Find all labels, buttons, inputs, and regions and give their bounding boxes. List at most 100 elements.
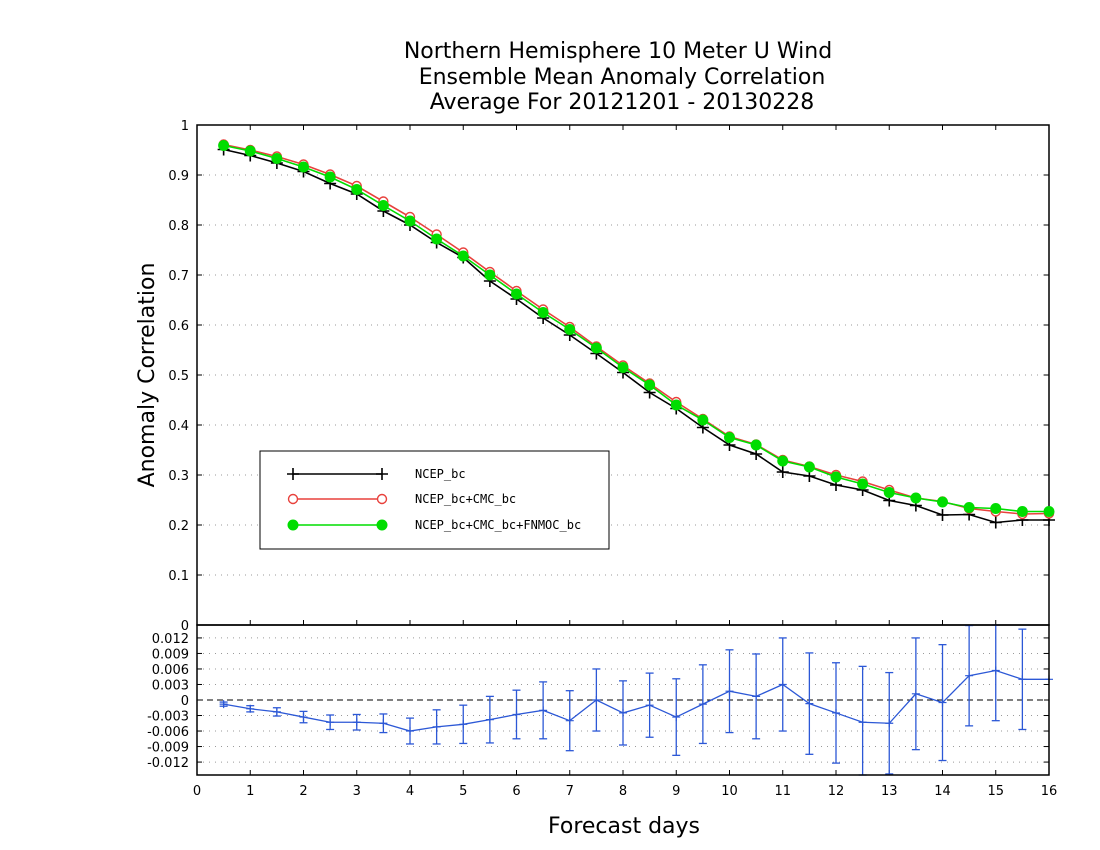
x-axis-label: Forecast days xyxy=(548,814,700,839)
difference-point xyxy=(911,689,920,698)
difference-point xyxy=(352,718,361,727)
data-point-filled-circle xyxy=(937,496,948,508)
bottom-y-tick-label: 0 xyxy=(181,694,189,709)
bottom-y-tick-label: 0.012 xyxy=(152,632,189,647)
legend-label: NCEP_bc xyxy=(415,467,466,481)
data-point-filled-circle xyxy=(724,432,735,443)
legend-marker-open-circle xyxy=(376,493,388,505)
data-point-filled-circle xyxy=(218,140,230,151)
difference-point xyxy=(832,708,840,717)
x-tick-label: 8 xyxy=(619,784,627,799)
data-point-plus xyxy=(936,509,949,521)
bottom-y-tick-label: 0.003 xyxy=(152,678,189,693)
legend-marker-filled-circle xyxy=(287,519,299,531)
y-axis-label: Anomaly Correlation xyxy=(135,263,160,488)
bottom-y-tick-label: -0.012 xyxy=(147,756,189,771)
difference-point xyxy=(485,715,494,724)
x-tick-label: 5 xyxy=(459,784,467,799)
difference-point xyxy=(379,719,388,728)
legend-label: NCEP_bc+CMC_bc+FNMOC_bc xyxy=(415,518,581,532)
data-point-filled-circle xyxy=(750,439,762,451)
difference-point xyxy=(272,707,281,716)
difference-point xyxy=(219,700,228,709)
difference-point xyxy=(725,687,734,696)
top-y-tick-label: 0.7 xyxy=(168,269,189,284)
top-y-tick-label: 0.1 xyxy=(168,569,189,584)
legend-label: NCEP_bc+CMC_bc xyxy=(415,492,516,506)
data-point-filled-circle xyxy=(830,471,842,483)
data-point-plus xyxy=(989,516,1002,529)
data-point-filled-circle xyxy=(803,461,815,473)
difference-point xyxy=(752,692,761,701)
difference-point xyxy=(805,699,814,708)
difference-point xyxy=(592,696,601,704)
difference-point xyxy=(459,720,468,729)
data-point-filled-circle xyxy=(244,145,256,157)
difference-point xyxy=(432,722,441,731)
data-point-filled-circle xyxy=(377,200,389,211)
data-point-filled-circle xyxy=(457,250,469,262)
x-tick-label: 10 xyxy=(721,784,738,799)
data-point-filled-circle xyxy=(883,487,895,498)
difference-point xyxy=(645,701,654,710)
difference-point xyxy=(938,698,947,707)
difference-point xyxy=(672,713,681,722)
top-panel: 0.1 0.2 0.3 0.4 0.5 0.6 0.7 0.8 0.9 1 xyxy=(168,119,1055,626)
data-point-filled-circle xyxy=(484,269,496,281)
data-point-filled-circle xyxy=(617,362,629,373)
bottom-y-tick-label: 0.009 xyxy=(152,647,189,662)
legend-box xyxy=(259,450,610,550)
data-point-filled-circle xyxy=(1043,506,1055,517)
top-y-tick-label: 0.2 xyxy=(168,519,189,534)
data-point-filled-circle xyxy=(324,171,336,183)
data-point-filled-circle xyxy=(963,502,975,513)
x-tick-label: 3 xyxy=(353,784,361,799)
difference-point xyxy=(885,719,894,728)
bottom-y-tick-label: -0.003 xyxy=(147,710,189,725)
x-tick-label: 15 xyxy=(987,784,1004,799)
data-point-filled-circle xyxy=(271,153,283,164)
difference-point xyxy=(246,704,255,713)
difference-point xyxy=(406,727,414,736)
difference-point xyxy=(858,718,867,727)
data-point-filled-circle xyxy=(351,184,363,195)
data-point-filled-circle xyxy=(298,161,309,173)
data-point-filled-circle xyxy=(511,288,522,300)
top-y-tick-label: 0.9 xyxy=(168,169,189,184)
difference-point xyxy=(778,680,787,689)
bottom-y-tick-label: -0.009 xyxy=(147,741,189,756)
x-tick-label: 7 xyxy=(566,784,574,799)
top-y-tick-label: 0.6 xyxy=(168,319,189,334)
x-tick-label: 11 xyxy=(774,784,791,799)
top-y-tick-label: 0.8 xyxy=(168,219,189,234)
difference-point xyxy=(565,716,574,725)
data-point-filled-circle xyxy=(564,324,576,335)
x-tick-label: 0 xyxy=(193,784,201,799)
x-tick-label: 13 xyxy=(881,784,898,799)
difference-point xyxy=(299,713,308,722)
data-point-filled-circle xyxy=(404,215,416,227)
data-point-filled-circle xyxy=(777,455,789,467)
x-tick-label: 1 xyxy=(246,784,254,799)
difference-point xyxy=(619,708,627,717)
x-tick-label: 4 xyxy=(406,784,414,799)
difference-point xyxy=(965,671,974,680)
bottom-top-tick-label: 0 xyxy=(181,619,189,634)
bottom-y-tick-label: -0.006 xyxy=(147,725,189,740)
x-tick-label: 2 xyxy=(299,784,307,799)
legend-marker-plus xyxy=(287,468,299,480)
top-y-tick-label: 0.3 xyxy=(168,469,189,484)
difference-point xyxy=(539,706,548,715)
data-point-filled-circle xyxy=(990,503,1002,514)
chart-title-line-2: Ensemble Mean Anomaly Correlation xyxy=(419,65,826,90)
x-tick-label: 16 xyxy=(1041,784,1058,799)
legend-marker-filled-circle xyxy=(376,519,388,531)
difference-point xyxy=(512,710,521,719)
data-point-filled-circle xyxy=(431,233,443,245)
data-point-filled-circle xyxy=(644,379,656,391)
top-y-tick-label: 0.5 xyxy=(168,369,189,384)
difference-point xyxy=(326,718,335,727)
bottom-y-tick-label: 0.006 xyxy=(152,663,189,678)
data-point-filled-circle xyxy=(857,478,869,490)
